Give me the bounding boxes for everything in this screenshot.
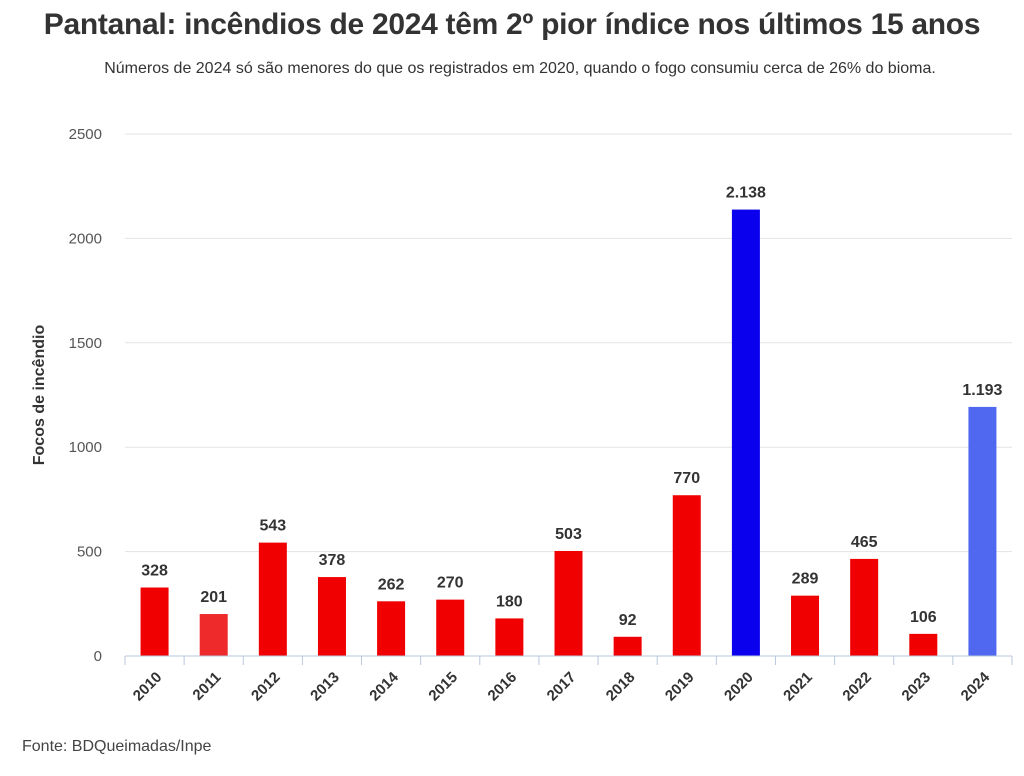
x-tick-label: 2020 (721, 669, 757, 705)
data-label: 201 (200, 589, 227, 606)
chart-title: Pantanal: incêndios de 2024 têm 2º pior … (43, 8, 981, 41)
chart-subtitle: Números de 2024 só são menores do que os… (104, 60, 936, 77)
bar-2018 (613, 636, 642, 656)
x-tick-label: 2011 (189, 669, 224, 704)
bar-2011 (199, 614, 228, 656)
x-axis (124, 655, 1013, 665)
x-tick-label: 2015 (425, 669, 461, 705)
bar-2012 (258, 542, 287, 656)
data-label: 270 (437, 575, 464, 592)
bar-2017 (554, 550, 583, 656)
data-label: 770 (673, 470, 700, 487)
bar-2021 (791, 595, 820, 656)
data-label: 503 (555, 526, 582, 543)
data-label: 289 (792, 571, 819, 588)
data-labels: 328 201 543 378 262 270 180 503 92 770 2.138 289 465… (141, 185, 1002, 629)
bar-2015 (436, 599, 465, 656)
x-tick-label: 2022 (839, 669, 875, 705)
data-label: 465 (851, 534, 878, 551)
x-tick-label: 2021 (780, 669, 816, 705)
bar-2014 (377, 601, 406, 656)
y-tick-label: 0 (94, 648, 102, 665)
source-note: Fonte: BDQueimadas/Inpe (22, 738, 212, 755)
bar-2016 (495, 618, 524, 656)
bar-2024 (968, 406, 997, 656)
bar-2013 (317, 577, 346, 656)
x-tick-label: 2023 (899, 669, 935, 705)
data-label: 2.138 (726, 185, 766, 202)
x-tick-label: 2018 (603, 669, 639, 705)
x-tick-label: 2013 (307, 669, 343, 705)
data-label: 378 (319, 552, 346, 569)
y-tick-label: 2000 (69, 230, 102, 247)
x-tick-label: 2010 (130, 669, 166, 705)
grid-lines (125, 133, 1012, 553)
y-tick-label: 500 (77, 544, 102, 561)
data-label: 328 (141, 563, 168, 580)
x-axis-ticks: 2010 2011 2012 2013 2014 2015 2016 2017 2018 2019… (130, 668, 994, 704)
bar-2023 (909, 633, 938, 656)
data-label: 92 (619, 612, 637, 629)
y-axis-label: Focos de incêndio (31, 325, 48, 466)
bars (140, 209, 997, 656)
x-tick-label: 2019 (662, 669, 698, 705)
x-tick-label: 2017 (544, 669, 580, 705)
bar-2010 (140, 587, 169, 656)
x-tick-label: 2024 (958, 668, 994, 704)
bar-2020 (731, 209, 760, 656)
bar-2022 (850, 558, 879, 656)
y-tick-label: 1000 (69, 439, 102, 456)
x-tick-label: 2016 (485, 669, 521, 705)
y-tick-label: 2500 (69, 126, 102, 143)
data-label: 106 (910, 609, 937, 626)
bar-2019 (672, 495, 701, 656)
x-tick-label: 2014 (366, 668, 402, 704)
data-label: 180 (496, 593, 523, 610)
data-label: 262 (378, 576, 405, 593)
y-axis-ticks: 0 500 1000 1500 2000 2500 (69, 126, 102, 665)
y-tick-label: 1500 (69, 335, 102, 352)
data-label: 1.193 (962, 382, 1002, 399)
x-tick-label: 2012 (248, 669, 284, 705)
data-label: 543 (259, 518, 286, 535)
